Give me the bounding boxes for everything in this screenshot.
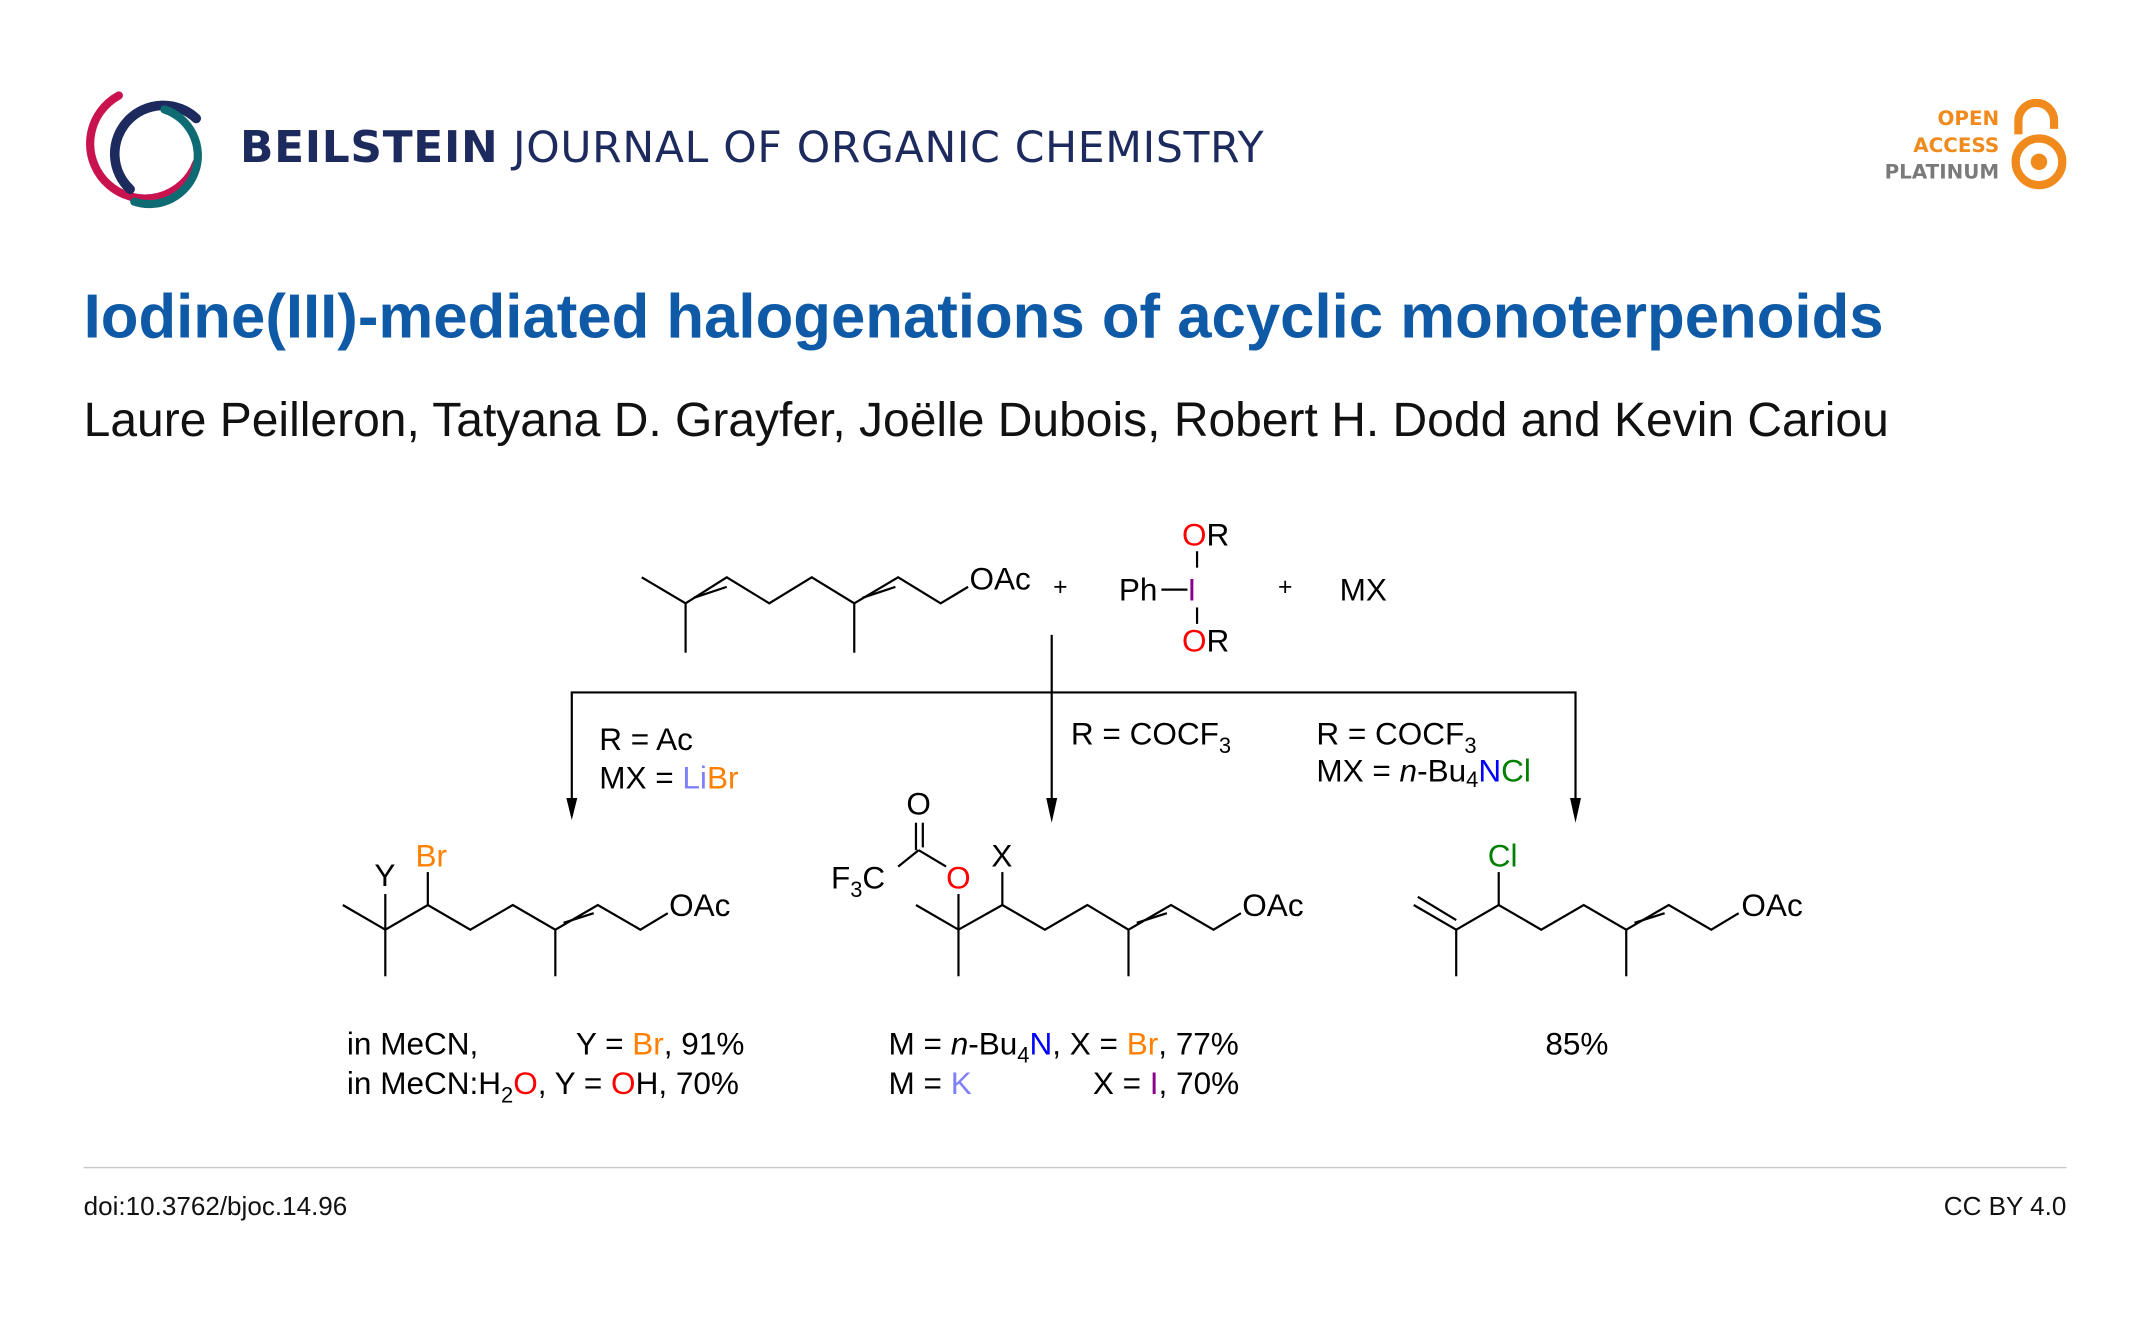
oa-platinum: PLATINUM <box>1884 161 2000 184</box>
journal-name: BEILSTEIN JOURNAL OF ORGANIC CHEMISTRY <box>240 121 1264 173</box>
condition-left-r: R = Ac <box>599 721 693 757</box>
reactant-oac: OAc <box>969 561 1030 597</box>
doi-text: doi:10.3762/bjoc.14.96 <box>83 1192 348 1222</box>
arrowheads <box>566 798 1581 823</box>
mx-label: MX <box>1340 572 1387 608</box>
bonds <box>342 551 1740 977</box>
arrowhead-right <box>1570 798 1581 823</box>
arrowhead-middle <box>1046 798 1058 823</box>
oa-access: ACCESS <box>1913 135 2000 158</box>
arrow-branches <box>570 691 1577 816</box>
license-text: CC BY 4.0 <box>1943 1192 2067 1222</box>
product2-carbonyl-o: O <box>906 785 931 821</box>
product3-cl: Cl <box>1488 838 1518 874</box>
article-authors: Laure Peilleron, Tatyana D. Grayfer, Joë… <box>83 393 1889 448</box>
phenyl-label: Ph <box>1119 572 1158 608</box>
product2-chain <box>915 903 1242 931</box>
article-title: Iodine(III)-mediated halogenations of ac… <box>83 281 1884 352</box>
result2-line1: M = n-Bu4N, X = Br, 77% <box>889 1025 1239 1067</box>
arrowhead-left <box>566 798 578 820</box>
result1-line1: in MeCN, Y = Br, 91% <box>347 1025 744 1061</box>
plus-sign-1: + <box>1053 574 1067 601</box>
product3-oac: OAc <box>1741 887 1802 923</box>
oa-open: OPEN <box>1937 108 2000 131</box>
or-top: OR <box>1182 517 1229 553</box>
product1-br: Br <box>415 838 447 874</box>
or-bottom: OR <box>1182 622 1229 658</box>
reactant-chain <box>641 575 969 605</box>
product2-f3c: F3C <box>831 860 885 902</box>
condition-right-r: R = COCF3 <box>1316 716 1476 758</box>
condition-middle-r: R = COCF3 <box>1071 716 1231 758</box>
product2-oac: OAc <box>1242 887 1303 923</box>
open-lock-icon <box>2011 98 2067 190</box>
journal-name-rest: JOURNAL OF ORGANIC CHEMISTRY <box>513 123 1265 173</box>
product1-chain <box>342 903 669 931</box>
beilstein-logo-icon <box>86 91 202 209</box>
plus-sign-2: + <box>1278 574 1292 601</box>
condition-right-mx: MX = n-Bu4NCl <box>1316 753 1531 792</box>
result3-yield: 85% <box>1545 1025 1608 1061</box>
open-access-label: OPEN ACCESS PLATINUM <box>1865 107 2000 187</box>
product2-x: X <box>991 838 1012 874</box>
product1-oac: OAc <box>669 887 730 923</box>
product1-y: Y <box>374 857 395 893</box>
condition-left-mx: MX = LiBr <box>599 759 738 795</box>
iodine-label: I <box>1187 572 1196 608</box>
product3-chain <box>1413 903 1740 931</box>
journal-name-bold: BEILSTEIN <box>239 120 499 173</box>
footer-divider <box>83 1166 2067 1169</box>
product2-ester-o: O <box>946 860 971 896</box>
result1-line2: in MeCN:H2O, Y = OH, 70% <box>347 1065 739 1107</box>
